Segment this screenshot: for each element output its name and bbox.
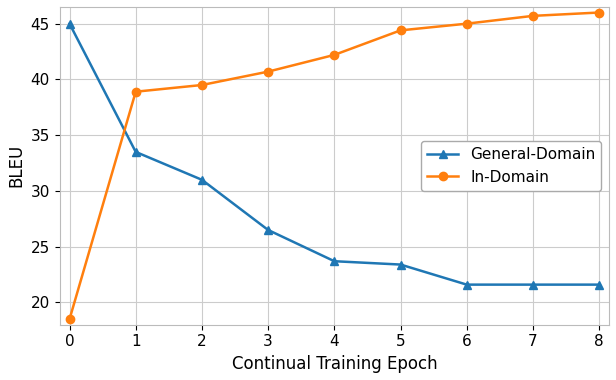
General-Domain (596, 282, 603, 287)
In-Domain (264, 69, 272, 74)
General-Domain (397, 262, 404, 267)
In-Domain (66, 317, 73, 321)
General-Domain (529, 282, 537, 287)
In-Domain (397, 28, 404, 33)
General-Domain (331, 259, 338, 263)
In-Domain (596, 10, 603, 15)
General-Domain (463, 282, 471, 287)
General-Domain (264, 228, 272, 232)
Legend: General-Domain, In-Domain: General-Domain, In-Domain (421, 141, 601, 191)
General-Domain (132, 150, 139, 154)
In-Domain (463, 21, 471, 26)
Line: General-Domain: General-Domain (65, 19, 603, 289)
Y-axis label: BLEU: BLEU (7, 144, 25, 187)
In-Domain (132, 89, 139, 94)
General-Domain (66, 21, 73, 26)
General-Domain (198, 177, 206, 182)
In-Domain (331, 52, 338, 57)
Line: In-Domain: In-Domain (65, 8, 603, 323)
In-Domain (529, 14, 537, 18)
In-Domain (198, 83, 206, 87)
X-axis label: Continual Training Epoch: Continual Training Epoch (232, 355, 437, 373)
